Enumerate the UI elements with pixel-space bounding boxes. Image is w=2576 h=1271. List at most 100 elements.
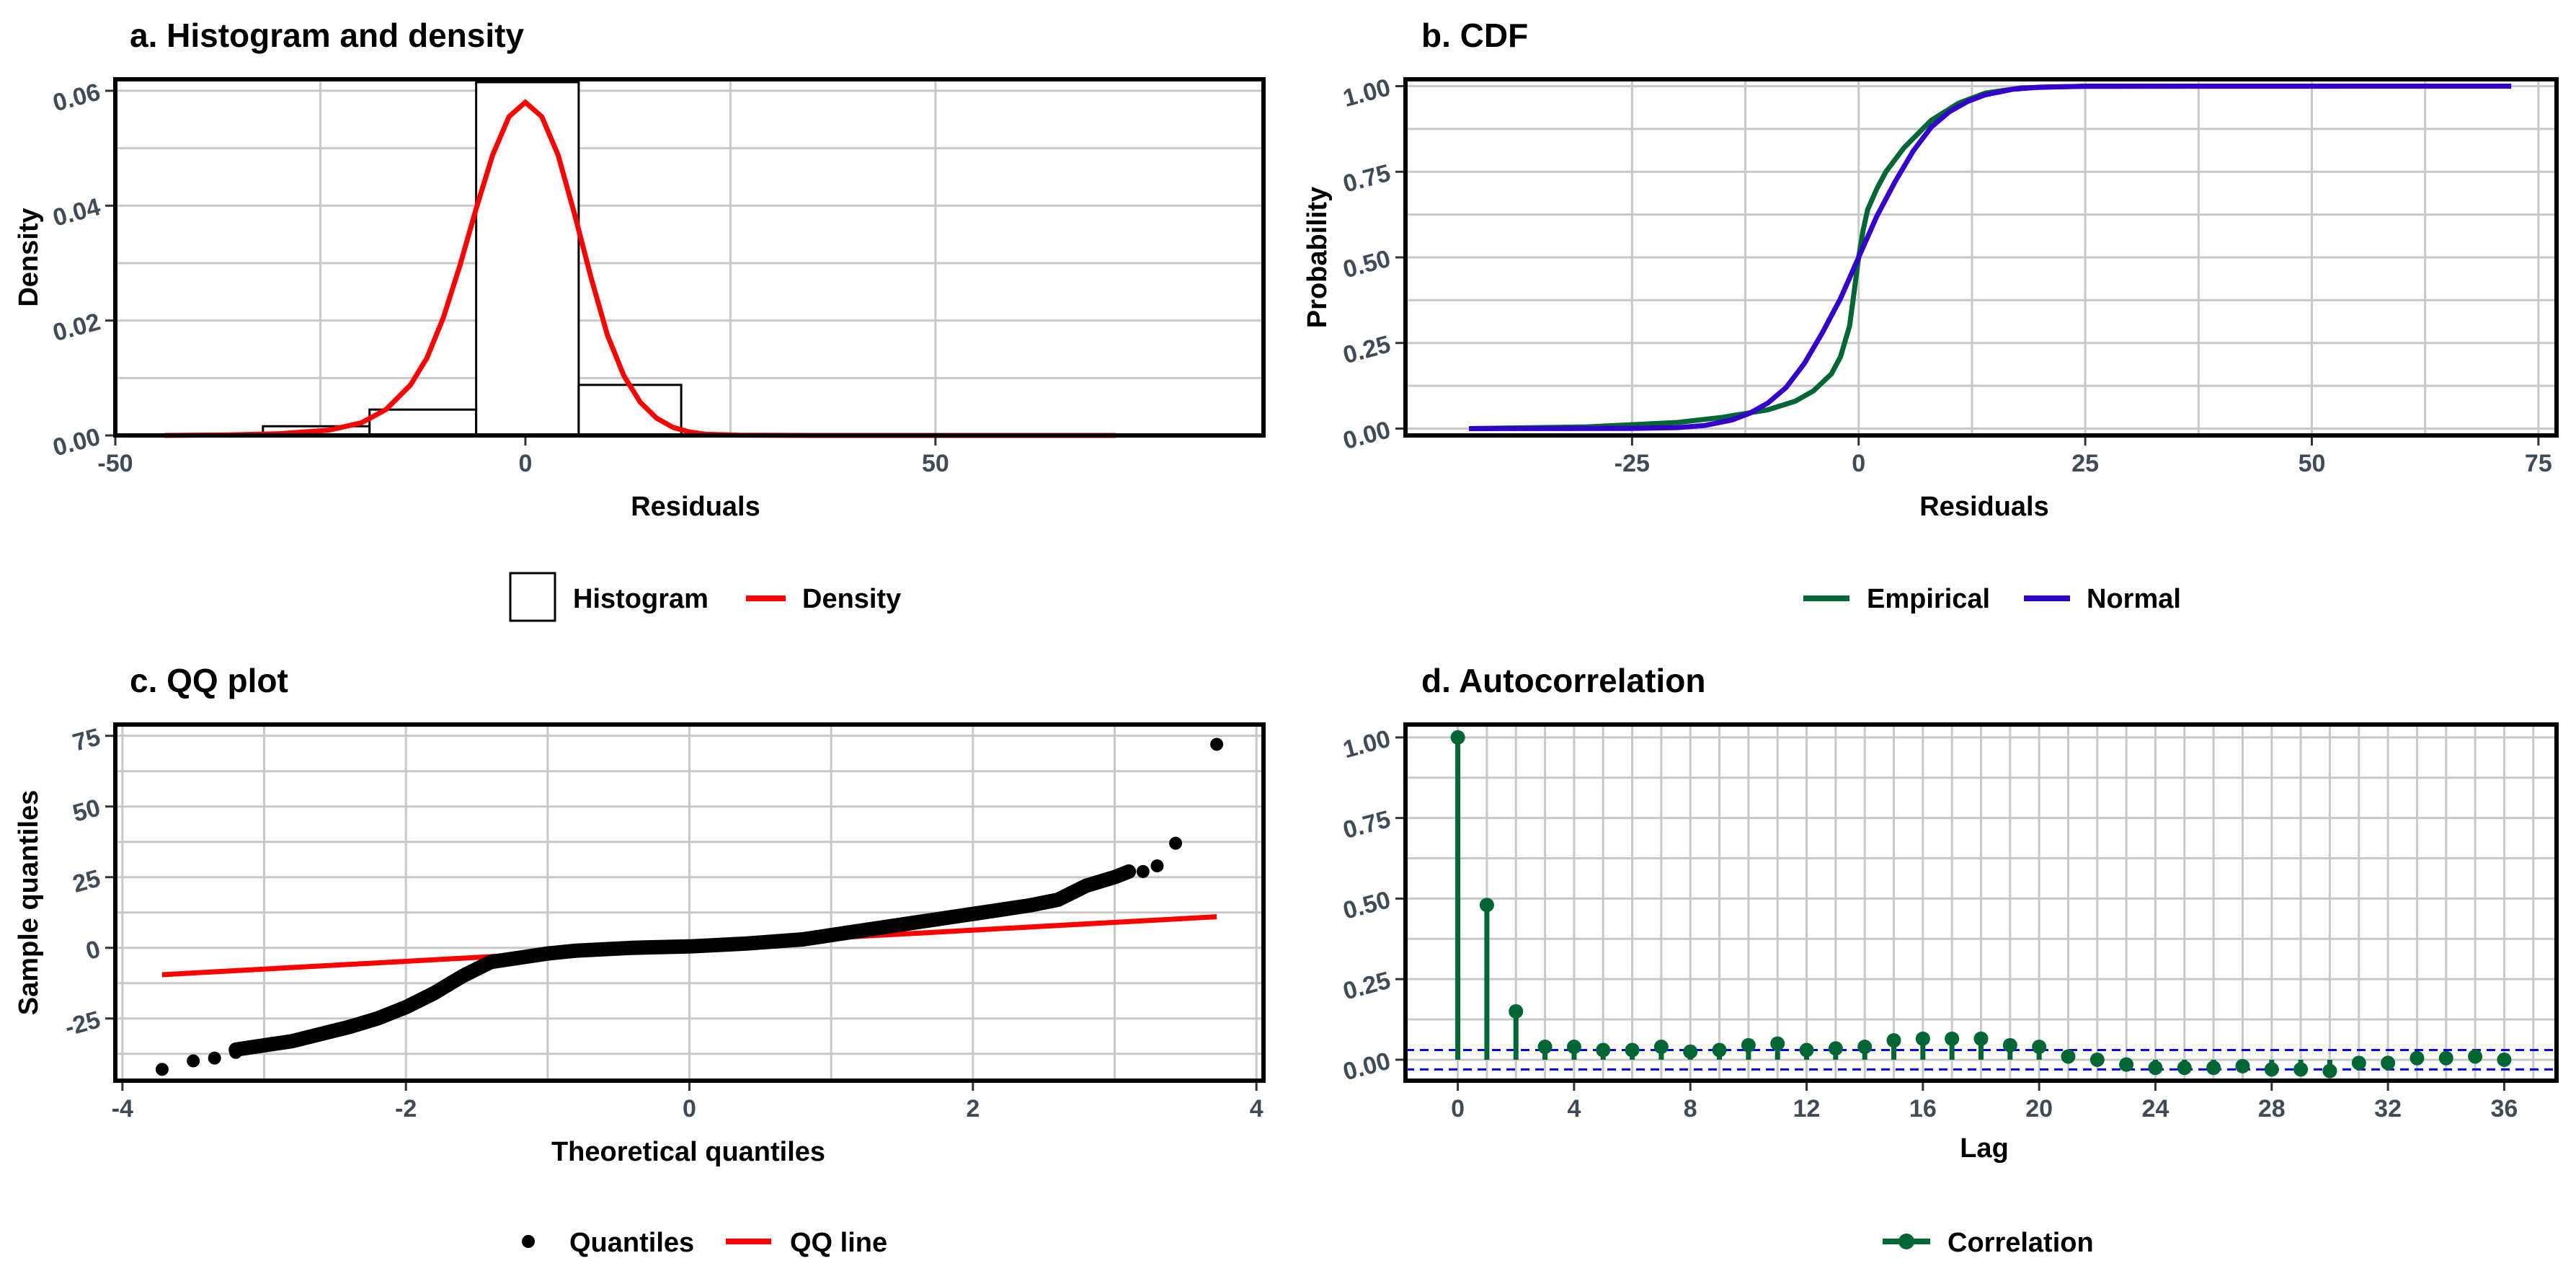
y-tick-label: 50 [70, 794, 103, 827]
x-tick-label: 32 [2374, 1095, 2402, 1122]
acf-point [2497, 1052, 2512, 1067]
acf-point [1450, 730, 1465, 745]
quantile-point [1210, 738, 1224, 751]
acf-point [2351, 1055, 2366, 1071]
x-tick-label: 0 [1451, 1095, 1465, 1122]
y-tick-label: 25 [70, 864, 103, 898]
panel-a-histogram-bars [262, 81, 1207, 437]
quantile-point [208, 1051, 221, 1065]
panel-b-x-ticks: -25 0 25 50 75 [1615, 438, 2552, 477]
x-tick-label: 0 [518, 450, 532, 477]
panel-c-x-ticks: -4 -2 0 2 4 [112, 1083, 1263, 1122]
quantile-point [155, 1063, 169, 1076]
acf-point [1566, 1040, 1581, 1055]
panel-b-legend: Empirical Normal [1803, 584, 2181, 614]
acf-point [1886, 1033, 1901, 1048]
panel-b-y-label: Probability [1302, 187, 1333, 328]
panel-b-frame [1403, 77, 2559, 438]
x-tick-label: -50 [97, 450, 133, 477]
quantile-point [1136, 864, 1150, 878]
panel-d-autocorrelation: d. Autocorrelation 0 4 8 12 16 20 24 28 32 36 0.0… [1340, 662, 2559, 1258]
x-tick-label: 0 [1852, 450, 1865, 477]
acf-point [1945, 1031, 1960, 1046]
legend-correlation-label: Correlation [1947, 1228, 2094, 1258]
acf-point [1537, 1040, 1553, 1055]
x-tick-label: 50 [2299, 450, 2326, 477]
y-tick-label: 0.75 [1340, 805, 1393, 844]
x-tick-label: 2 [966, 1095, 980, 1122]
panel-a-legend: Histogram Density [509, 572, 901, 622]
acf-point [1857, 1040, 1873, 1055]
panel-b-x-label: Residuals [1919, 492, 2049, 522]
panel-c-frame [113, 722, 1266, 1083]
acf-point [1712, 1042, 1727, 1058]
y-tick-label: 1.00 [1340, 74, 1393, 112]
panel-c-grid [115, 725, 1263, 1081]
y-tick-label: 1.00 [1340, 725, 1393, 763]
x-tick-label: -25 [1615, 450, 1650, 477]
acf-point [2206, 1060, 2221, 1076]
panel-d-acf-marks [1450, 730, 2512, 1079]
panel-c-qqplot: c. QQ plot -4 -2 0 2 4 -25 0 25 50 75 Theoretica… [14, 662, 1266, 1258]
acf-point [1973, 1031, 1989, 1046]
x-tick-label: 25 [2071, 450, 2099, 477]
acf-point [2322, 1063, 2337, 1079]
legend-density-label: Density [802, 584, 901, 614]
panel-b-grid [1405, 79, 2557, 435]
x-tick-label: -2 [395, 1095, 417, 1122]
x-tick-label: 50 [922, 450, 949, 477]
acf-point [2468, 1049, 2483, 1064]
y-tick-label: -25 [62, 1006, 103, 1041]
acf-point [2061, 1049, 2076, 1064]
acf-point [1625, 1042, 1640, 1058]
panel-a-x-label: Residuals [631, 492, 760, 522]
normal-line [1468, 84, 2512, 431]
y-tick-label: 0.00 [1340, 416, 1393, 455]
x-tick-label: 75 [2525, 450, 2552, 477]
quantile-outlier-points [155, 738, 1224, 1076]
acf-point [1915, 1031, 1930, 1046]
x-tick-label: 24 [2142, 1095, 2169, 1122]
y-tick-label: 0.75 [1340, 159, 1393, 198]
acf-point [2235, 1058, 2250, 1073]
panel-d-title: d. Autocorrelation [1421, 662, 1705, 699]
x-tick-label: 20 [2025, 1095, 2053, 1122]
acf-point [1741, 1037, 1756, 1053]
panel-d-x-ticks: 0 4 8 12 16 20 24 28 32 36 [1451, 1083, 2518, 1122]
quantile-point [1169, 836, 1183, 850]
panel-c-x-label: Theoretical quantiles [551, 1137, 825, 1167]
panel-a-grid [114, 79, 1263, 437]
y-tick-label: 0 [83, 935, 103, 965]
acf-point [1828, 1041, 1843, 1056]
y-tick-label: 0.50 [1340, 886, 1393, 925]
acf-point [2410, 1050, 2425, 1066]
acf-point [2148, 1060, 2163, 1076]
acf-point [2438, 1050, 2453, 1066]
y-tick-label: 0.25 [1340, 967, 1393, 1006]
acf-point [2264, 1062, 2279, 1077]
acf-point [2089, 1052, 2105, 1067]
x-tick-label: 4 [1250, 1095, 1263, 1122]
acf-point [2032, 1040, 2047, 1055]
acf-point [2381, 1055, 2396, 1071]
legend-histogram-label: Histogram [573, 584, 709, 614]
panel-c-legend: Quantiles QQ line [522, 1228, 887, 1258]
panel-b-title: b. CDF [1421, 17, 1528, 54]
quantile-point [1150, 859, 1164, 873]
acf-point [1770, 1036, 1785, 1051]
legend-quantiles-key [522, 1235, 535, 1248]
x-tick-label: 0 [683, 1095, 696, 1122]
y-tick-label: 0.06 [50, 79, 103, 118]
histogram-bar [577, 384, 683, 437]
acf-point [2119, 1057, 2134, 1072]
density-line [164, 99, 1116, 438]
panel-a-y-label: Density [14, 208, 44, 306]
histogram-bar [368, 408, 478, 437]
acf-point [2002, 1037, 2017, 1053]
panel-d-legend: Correlation [1883, 1228, 2094, 1258]
panel-d-y-ticks: 0.00 0.25 0.50 0.75 1.00 [1340, 725, 1403, 1086]
panel-d-grid [1405, 725, 2557, 1081]
x-tick-label: 36 [2490, 1095, 2518, 1122]
panel-a-title: a. Histogram and density [130, 17, 524, 54]
